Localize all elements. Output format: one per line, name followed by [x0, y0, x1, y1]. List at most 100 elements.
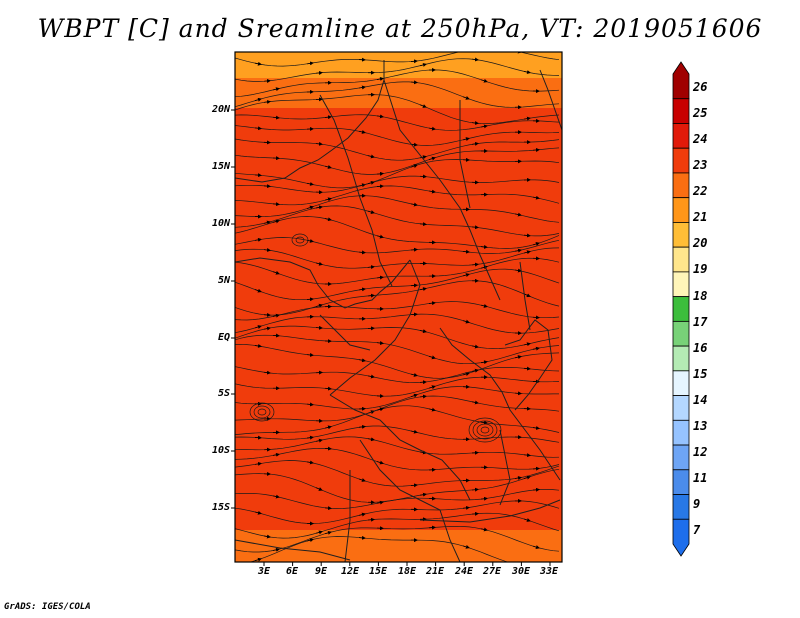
- colorbar-label: 24: [693, 132, 708, 146]
- streamline-arrow: [428, 301, 436, 306]
- streamline-arrow: [514, 268, 522, 273]
- streamline-arrow: [315, 70, 323, 75]
- x-tick-label: 27E: [482, 566, 502, 577]
- streamline-arrow: [272, 87, 280, 92]
- streamline-arrow: [419, 394, 427, 399]
- streamline-arrow: [306, 205, 314, 210]
- streamline-arrow: [254, 97, 262, 102]
- colorbar-swatch: [672, 320, 690, 347]
- streamline-arrow: [514, 476, 522, 480]
- streamline-arrow: [315, 261, 323, 266]
- colorbar-label: 18: [693, 289, 708, 303]
- streamline-arrow: [471, 344, 479, 349]
- y-tick-label: 15S: [211, 502, 230, 513]
- streamline-arrow: [254, 237, 262, 242]
- streamline: [235, 81, 560, 108]
- streamline-arrow: [428, 156, 436, 161]
- streamline-arrow: [410, 202, 418, 207]
- streamline-arrow: [263, 326, 271, 331]
- streamline-arrow: [358, 478, 366, 482]
- streamline-arrow: [358, 85, 366, 90]
- streamline-arrow: [410, 372, 418, 377]
- streamline: [249, 536, 509, 562]
- streamline-arrow: [523, 293, 531, 298]
- streamline-arrow: [523, 453, 531, 458]
- streamline-arrow: [465, 52, 470, 53]
- map-frame: [234, 51, 563, 563]
- streamline: [235, 500, 560, 524]
- streamline-arrow: [306, 352, 314, 357]
- streamline-arrow: [480, 78, 488, 83]
- streamline: [235, 405, 560, 435]
- streamline-arrow: [324, 165, 332, 169]
- streamline: [235, 185, 560, 206]
- streamline-arrow: [324, 217, 332, 222]
- streamline-arrow: [254, 461, 262, 466]
- streamline-arrow: [254, 61, 262, 66]
- streamline-arrow: [376, 460, 384, 465]
- streamline: [235, 195, 560, 223]
- colorbar-swatch: [672, 518, 690, 557]
- colorbar-label: 13: [693, 419, 708, 433]
- streamline: [235, 58, 560, 82]
- streamline-arrow: [367, 374, 375, 379]
- streamline-arrow: [419, 450, 427, 455]
- streamline: [235, 525, 560, 553]
- streamline-arrow: [428, 126, 436, 131]
- country-boundaries: [235, 60, 562, 562]
- x-tick-label: 9E: [314, 566, 328, 577]
- streamline-arrow: [376, 234, 384, 239]
- streamline-arrow: [254, 288, 262, 293]
- streamline-arrow: [263, 248, 271, 252]
- streamline-arrow: [523, 475, 531, 480]
- streamline-arrow: [471, 400, 479, 405]
- streamline-arrow: [367, 154, 375, 159]
- colorbar-swatch: [672, 197, 690, 223]
- colorbar-label: 19: [693, 262, 708, 276]
- streamline-arrow: [263, 220, 271, 225]
- colorbar-swatch: [672, 98, 690, 124]
- streamline-arrow: [471, 57, 479, 62]
- circulation-loop: [476, 423, 494, 437]
- streamline-arrow: [376, 77, 384, 81]
- streamline-arrow: [419, 492, 427, 497]
- colorbar-swatch: [672, 123, 690, 149]
- streamline-arrow: [532, 426, 540, 430]
- y-tick-label: 10N: [211, 218, 230, 229]
- x-tick-label: 33E: [539, 566, 559, 577]
- streamline-arrow: [315, 303, 323, 308]
- streamline-arrow: [376, 171, 384, 176]
- streamline: [235, 268, 560, 301]
- colorbar-label: 11: [693, 471, 708, 485]
- colorbar-swatch: [672, 419, 690, 446]
- streamline: [235, 425, 560, 443]
- streamline-arrow: [376, 500, 384, 505]
- streamline-arrow: [376, 275, 384, 280]
- colorbar-label: 16: [693, 341, 708, 355]
- streamline-arrow: [358, 424, 366, 429]
- streamline-arrow: [272, 270, 280, 275]
- streamline-arrow: [272, 452, 280, 457]
- streamline-arrow: [462, 372, 470, 376]
- streamline-arrow: [471, 121, 479, 125]
- colorbar-label: 14: [693, 393, 708, 407]
- streamline-arrow: [532, 346, 540, 351]
- streamline-arrow: [358, 130, 366, 134]
- streamline-arrow: [523, 250, 531, 255]
- circulation-loop: [480, 426, 490, 434]
- colorbar: [672, 61, 690, 557]
- colorbar-swatch: [672, 172, 690, 199]
- circulation-loop: [253, 405, 271, 419]
- streamline: [235, 325, 560, 349]
- colorbar-swatch: [672, 444, 690, 471]
- streamline-arrow: [480, 303, 488, 308]
- streamline-arrow: [532, 195, 540, 200]
- x-tick-label: 3E: [257, 566, 271, 577]
- streamline-arrow: [358, 287, 366, 292]
- streamline-arrow: [254, 557, 262, 562]
- streamline-arrow: [471, 225, 479, 230]
- streamline-arrow: [462, 249, 470, 254]
- colorbar-label: 15: [693, 367, 708, 381]
- colorbar-swatch: [672, 395, 690, 421]
